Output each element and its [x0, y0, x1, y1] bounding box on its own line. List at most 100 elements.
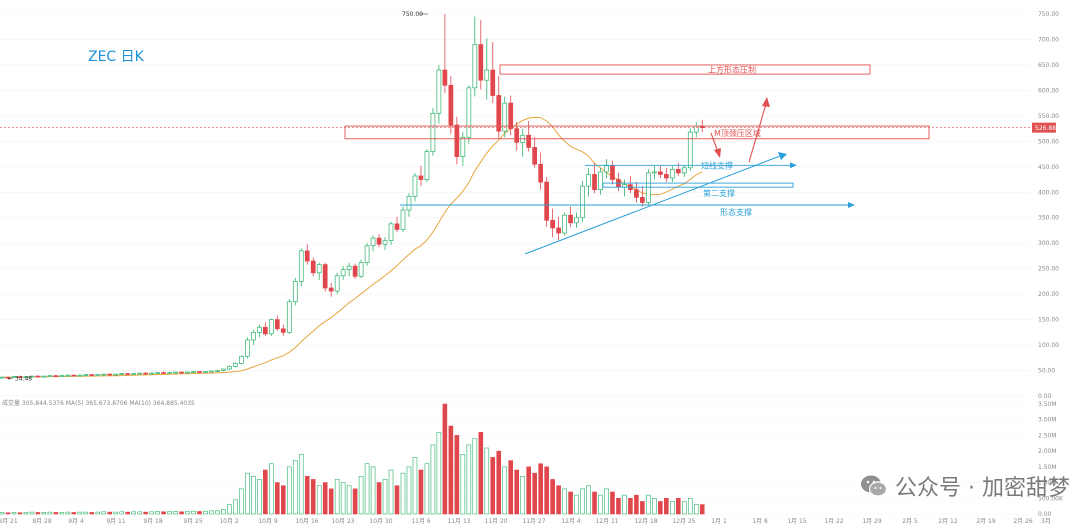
volume-bar: [47, 511, 53, 515]
volume-tick-label: 3.00M: [1038, 417, 1057, 424]
y-tick-label: 200.00: [1038, 291, 1059, 298]
candle-body: [478, 44, 484, 81]
candle-body: [131, 373, 137, 375]
candle-body: [418, 175, 424, 180]
volume-tick-label: 1.00M: [1038, 480, 1057, 487]
candle-body: [286, 301, 292, 333]
x-tick-label: 2月 26: [1013, 518, 1033, 525]
candle-body: [412, 175, 418, 197]
x-tick-label: 11月 13: [447, 518, 470, 525]
candle-body: [328, 287, 334, 292]
x-tick-label: 1月 15: [787, 518, 807, 525]
candle-body: [274, 319, 280, 330]
volume-bar: [616, 497, 621, 515]
candle-body: [592, 174, 597, 191]
x-tick-label: 12月 25: [672, 518, 695, 525]
candle-body: [526, 134, 532, 148]
volume-bar: [382, 479, 388, 515]
volume-bar: [670, 501, 675, 515]
volume-bar: [442, 403, 448, 515]
candle-body: [675, 168, 681, 174]
candle-body: [496, 95, 502, 132]
volume-bar: [580, 488, 585, 515]
volume-bar: [364, 463, 370, 515]
volume-bar: [508, 460, 514, 515]
current-price-label: 526.88: [1035, 125, 1056, 132]
volume-bar: [41, 512, 47, 515]
volume-bar: [634, 494, 639, 515]
volume-bar: [203, 510, 208, 515]
second-support-label: 第二支撑: [703, 188, 735, 198]
candle-body: [221, 368, 226, 371]
candle-body: [304, 250, 310, 262]
candle-body: [657, 171, 663, 175]
volume-bar: [448, 425, 454, 515]
candle-body: [95, 374, 101, 376]
volume-bar: [5, 512, 11, 515]
volume-tick-label: 0.00: [1038, 511, 1052, 518]
volume-bar: [29, 511, 35, 515]
candle-body: [681, 167, 687, 174]
volume-bar: [328, 488, 334, 515]
volume-tick-label: 2.50M: [1038, 432, 1057, 439]
candle-body: [508, 102, 514, 129]
volume-tick-label: 3.50M: [1038, 401, 1057, 408]
x-tick-label: 9月 4: [68, 518, 84, 525]
volume-bar: [316, 485, 322, 515]
x-tick-label: 1月 29: [862, 518, 882, 525]
volume-bar: [113, 511, 119, 515]
volume-bar: [358, 475, 364, 515]
candle-body: [472, 44, 478, 89]
x-tick-label: 10月 30: [369, 518, 392, 525]
candle-body: [23, 376, 29, 378]
resistance-zone-upper-label: 上方形态压制: [708, 65, 756, 75]
y-tick-label: 150.00: [1038, 317, 1059, 324]
candle-body: [358, 262, 364, 277]
candle-body: [143, 372, 148, 375]
y-tick-label: 350.00: [1038, 215, 1059, 222]
volume-bar: [436, 431, 442, 515]
breakout-arrow: [748, 103, 767, 163]
candle-body: [41, 375, 47, 378]
candle-body: [466, 87, 472, 138]
volume-bar: [352, 488, 358, 515]
candle-body: [640, 197, 645, 203]
resistance-zone-upper: [499, 64, 871, 75]
volume-tick-label: 500.00K: [1038, 495, 1064, 502]
volume-bar: [502, 466, 508, 515]
volume-bar: [221, 508, 226, 515]
candle-body: [502, 102, 508, 132]
candle-body: [538, 163, 544, 183]
rising-trendline: [524, 155, 781, 255]
x-tick-label: 8月 21: [0, 518, 18, 525]
volume-bars-layer: [0, 403, 705, 515]
x-tick-label: 9月 11: [106, 518, 126, 525]
candle-body: [185, 371, 190, 374]
volume-bar: [472, 438, 478, 515]
x-tick-label: 2月 19: [976, 518, 996, 525]
volume-bar: [227, 504, 232, 515]
candle-body: [77, 374, 83, 377]
x-tick-label: 12月 18: [634, 518, 657, 525]
candle-body: [598, 171, 603, 191]
candle-body: [556, 227, 561, 234]
candle-body: [568, 214, 573, 224]
candle-body: [532, 147, 538, 165]
volume-bar: [454, 435, 460, 515]
candle-body: [400, 209, 406, 230]
volume-bar: [418, 469, 424, 515]
volume-bar: [191, 510, 196, 515]
candle-body: [669, 168, 675, 179]
candle-body: [454, 124, 460, 157]
candle-body: [334, 275, 340, 292]
volume-bar: [65, 511, 71, 515]
volume-bar: [604, 488, 609, 515]
volume-bar: [544, 466, 549, 515]
volume-bar: [137, 511, 142, 515]
ma-line: [1, 116, 703, 378]
volume-bar: [23, 512, 29, 515]
x-tick-label: 2月 5: [902, 518, 918, 525]
candle-body: [663, 174, 669, 179]
volume-bar: [652, 497, 657, 515]
